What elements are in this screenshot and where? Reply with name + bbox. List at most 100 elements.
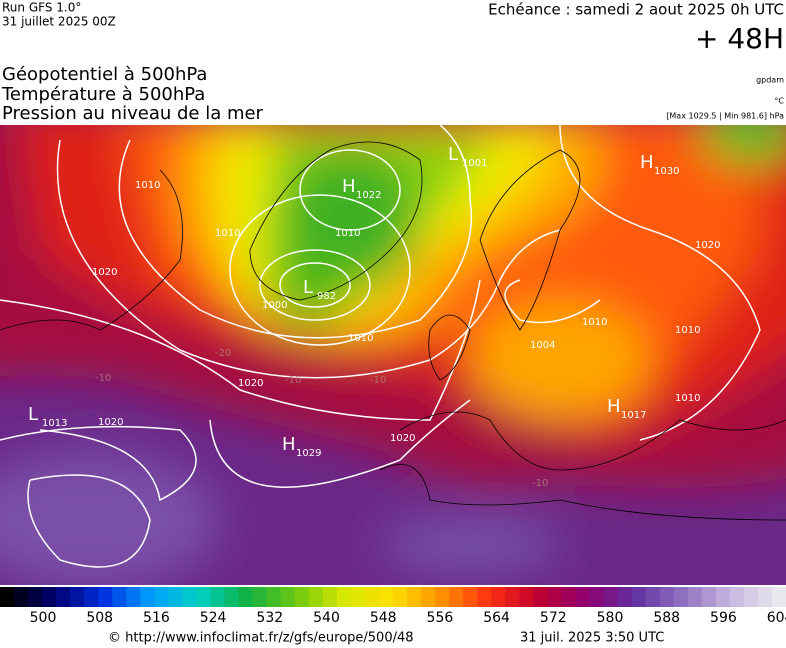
unit: gpdam xyxy=(756,76,784,85)
layer-title: Température à 500hPa xyxy=(1,84,205,105)
colorbar-swatch xyxy=(364,587,380,607)
colorbar-swatch xyxy=(561,587,576,607)
isobar-label: 1020 xyxy=(695,240,720,251)
colorbar-swatch xyxy=(168,587,183,607)
colorbar-swatch xyxy=(252,587,268,607)
center-type: H xyxy=(607,396,621,417)
colorbar-swatch xyxy=(477,587,492,607)
colorbar-label: 516 xyxy=(143,610,170,626)
isobar-label: 1010 xyxy=(675,325,700,336)
colorbar-swatch xyxy=(757,587,773,607)
colorbar-swatch xyxy=(645,587,661,607)
colorbar-swatch xyxy=(631,587,647,607)
isobar-label: 1004 xyxy=(530,340,555,351)
colorbar-swatch xyxy=(308,587,324,607)
map: 1010 1010 1020 1010 1020 1020 1020 1010 … xyxy=(0,125,786,585)
colorbar-swatch xyxy=(28,587,43,607)
isobar-label: 1020 xyxy=(238,378,263,389)
center-type: H xyxy=(640,152,654,173)
isobar-label: 1020 xyxy=(98,417,123,428)
colorbar-swatch xyxy=(771,587,786,607)
colorbar-swatch xyxy=(505,587,520,607)
colorbar-swatch xyxy=(14,587,29,607)
footer-source: © http://www.infoclimat.fr/z/gfs/europe/… xyxy=(108,631,414,646)
colorbar-label: 540 xyxy=(313,610,340,626)
center-value: 1013 xyxy=(42,418,67,429)
colorbar-swatch xyxy=(491,587,506,607)
colorbar-swatch xyxy=(617,587,633,607)
temperature-field xyxy=(0,125,786,585)
horizon: + 48H xyxy=(695,22,784,55)
colorbar-swatch xyxy=(533,587,548,607)
colorbar-swatch xyxy=(350,587,366,607)
colorbar-swatch xyxy=(336,587,352,607)
isobar-label: 1010 xyxy=(348,333,373,344)
temperature-label: -10 xyxy=(95,373,111,384)
colorbar-swatch xyxy=(224,587,240,607)
center-type: H xyxy=(282,434,296,455)
colorbar-swatch xyxy=(701,587,717,607)
colorbar-swatch xyxy=(519,587,534,607)
colorbar-swatch xyxy=(154,587,169,607)
colorbar: 500 508 516 524 532 540 548 556 564 572 580 588 596 6… xyxy=(0,587,786,626)
colorbar-label: 508 xyxy=(86,610,113,626)
temperature-label: -10 xyxy=(532,478,548,489)
center-type: H xyxy=(342,176,356,197)
colorbar-swatch xyxy=(729,587,745,607)
colorbar-swatch xyxy=(322,587,338,607)
colorbar-swatch xyxy=(98,587,113,607)
colorbar-label: 556 xyxy=(427,610,454,626)
unit: [Max 1029.5 | Min 981.6] hPa xyxy=(666,112,784,121)
colorbar-swatch xyxy=(673,587,689,607)
layer-title: Géopotentiel à 500hPa xyxy=(2,64,207,85)
colorbar-label: 596 xyxy=(710,610,737,626)
colorbar-swatch xyxy=(378,587,394,607)
colorbar-swatch xyxy=(140,587,155,607)
colorbar-swatch xyxy=(659,587,675,607)
footer-timestamp: 31 juil. 2025 3:50 UTC xyxy=(520,631,664,646)
colorbar-swatch xyxy=(210,587,226,607)
colorbar-swatch xyxy=(126,587,141,607)
isobar-label: 1010 xyxy=(675,393,700,404)
colorbar-swatch xyxy=(547,587,562,607)
colorbar-swatch xyxy=(238,587,254,607)
colorbar-label: 548 xyxy=(370,610,397,626)
colorbar-swatch xyxy=(575,587,590,607)
isobar-label: 1020 xyxy=(390,433,415,444)
temperature-label: -20 xyxy=(215,348,231,359)
center-value: 1001 xyxy=(462,158,487,169)
colorbar-label: 604 xyxy=(767,610,786,626)
colorbar-swatch xyxy=(421,587,436,607)
isobar-label: 1010 xyxy=(582,317,607,328)
isobar-label: 1010 xyxy=(215,228,240,239)
colorbar-label: 580 xyxy=(597,610,624,626)
colorbar-swatch xyxy=(112,587,127,607)
center-value: 982 xyxy=(317,291,336,302)
colorbar-label: 588 xyxy=(653,610,680,626)
echeance: Echéance : samedi 2 aout 2025 0h UTC xyxy=(488,1,784,19)
colorbar-swatch xyxy=(70,587,85,607)
temperature-label: -10 xyxy=(370,375,386,386)
temperature-label: -10 xyxy=(285,375,301,386)
colorbar-swatch xyxy=(266,587,282,607)
colorbar-swatch xyxy=(743,587,759,607)
center-value: 1022 xyxy=(356,190,381,201)
colorbar-label: 572 xyxy=(540,610,567,626)
isobars xyxy=(0,125,761,568)
coastlines xyxy=(0,141,786,521)
colorbar-swatch xyxy=(589,587,605,607)
colorbar-label: 500 xyxy=(30,610,57,626)
run-label: Run GFS 1.0° xyxy=(2,1,81,15)
colorbar-label: 524 xyxy=(200,610,227,626)
colorbar-swatch xyxy=(407,587,422,607)
colorbar-swatch xyxy=(56,587,71,607)
isobar-label: 1020 xyxy=(92,267,117,278)
colorbar-swatch xyxy=(0,587,15,607)
colorbar-swatch xyxy=(393,587,408,607)
colorbar-swatch xyxy=(182,587,197,607)
colorbar-swatch xyxy=(449,587,464,607)
center-type: L xyxy=(303,277,313,298)
center-value: 1017 xyxy=(621,410,646,421)
